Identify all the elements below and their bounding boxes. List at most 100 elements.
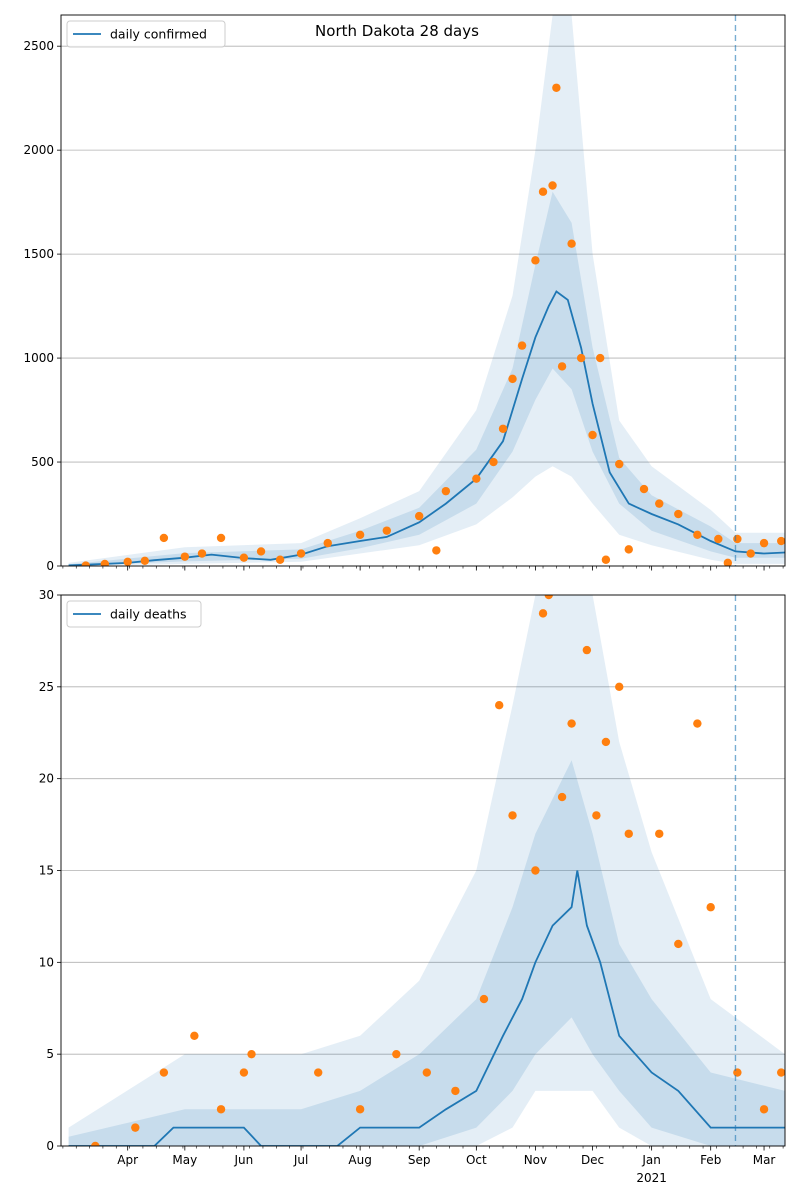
observed-point [472,474,481,483]
axes-frame [60,14,786,567]
observed-point [615,682,624,692]
y-tick-label: 1500 [23,247,54,261]
observed-point [517,341,527,350]
x-tick-label: Mar [753,1153,776,1167]
x-tick-label: Oct [466,1153,487,1167]
legend-box [66,20,226,48]
observed-point [451,1086,460,1096]
model-line [68,290,785,566]
y-tick-label: 5 [46,1047,54,1061]
observed-point [314,1068,323,1077]
observed-point [355,1105,365,1114]
observed-point [759,538,769,548]
observed-point [548,181,557,190]
x-year-label: 2021 [636,1171,667,1185]
y-tick-label: 2000 [23,143,54,157]
observed-point [693,719,702,728]
observed-point [296,549,306,558]
observed-point [706,903,715,912]
band-outer [68,15,785,566]
observed-point [674,939,683,949]
observed-point [693,530,702,540]
plot-area [68,595,785,1146]
legend-label: daily deaths [110,607,187,622]
observed-point [538,609,548,618]
y-tick-label: 20 [39,772,54,786]
x-tick-label: Dec [581,1153,604,1167]
observed-point [216,533,226,543]
observed-point [508,811,517,820]
x-tick-label: May [172,1153,197,1167]
observed-point [557,362,567,371]
y-tick-label: 15 [39,864,54,878]
x-tick-label: Jan [641,1153,661,1167]
observed-point [776,1068,785,1077]
y-tick-label: 10 [39,955,54,969]
observed-point [595,353,605,363]
y-tick-label: 500 [31,455,54,469]
y-tick-label: 30 [39,588,54,602]
observed-point [508,374,517,384]
observed-point [100,559,110,566]
observed-point [776,536,785,546]
band-inner [68,191,785,566]
observed-point [180,552,190,561]
x-tick-label: Feb [700,1153,721,1167]
observed-point [81,561,90,566]
legend: daily confirmed [66,20,226,48]
observed-point [588,430,597,440]
observed-point [733,534,742,544]
observed-point [495,701,504,710]
plot-area [68,15,785,566]
x-tick-label: Aug [348,1153,371,1167]
observed-point [601,555,611,564]
chart-title: North Dakota 28 days [315,22,479,40]
deaths-panel: 0 5 10 15 20 25 30 Apr May Jun Jul Aug Sep Oct Nov Dec J… [39,588,786,1185]
x-tick-label: Nov [524,1153,547,1167]
y-tick-label: 1000 [23,351,54,365]
observed-point [624,829,633,838]
observed-point [733,1068,742,1077]
observed-point [639,484,649,494]
band-inner [68,760,785,1146]
observed-point [479,994,489,1004]
model-line [68,870,785,1146]
x-tick-label: Jun [234,1153,254,1167]
observed-point [592,811,601,820]
observed-point [91,1141,100,1146]
observed-point [159,1068,169,1077]
observed-point [323,538,332,548]
band-outer [68,595,785,1146]
observed-point [582,645,592,655]
observed-point [601,737,611,747]
observed-point [131,1123,140,1132]
observed-point [216,1105,226,1114]
observed-point [414,511,424,521]
observed-point [247,1049,256,1059]
observed-point [723,558,733,566]
y-tick-label: 25 [39,680,54,694]
observed-point [674,509,683,519]
observed-point [392,1049,401,1059]
legend: daily deaths [66,600,202,628]
legend-box [66,600,202,628]
confirmed-panel: 0 500 1000 1500 2000 2500 daily confirmed [23,14,786,573]
observed-point [567,239,576,248]
observed-point [538,187,548,196]
legend-label: daily confirmed [110,27,207,42]
observed-point [355,530,365,540]
observed-point [759,1105,769,1114]
observed-point [432,546,441,555]
observed-point [531,256,540,265]
y-tick-label: 0 [46,559,54,573]
observed-point [714,534,723,544]
observed-point [159,533,169,543]
observed-point [552,83,561,92]
observed-point [557,792,567,802]
y-tick-label: 2500 [23,39,54,53]
observed-point [531,866,540,875]
observed-point [140,556,150,566]
observed-point [624,545,633,554]
observed-point [190,1031,199,1041]
observed-point [655,829,664,838]
